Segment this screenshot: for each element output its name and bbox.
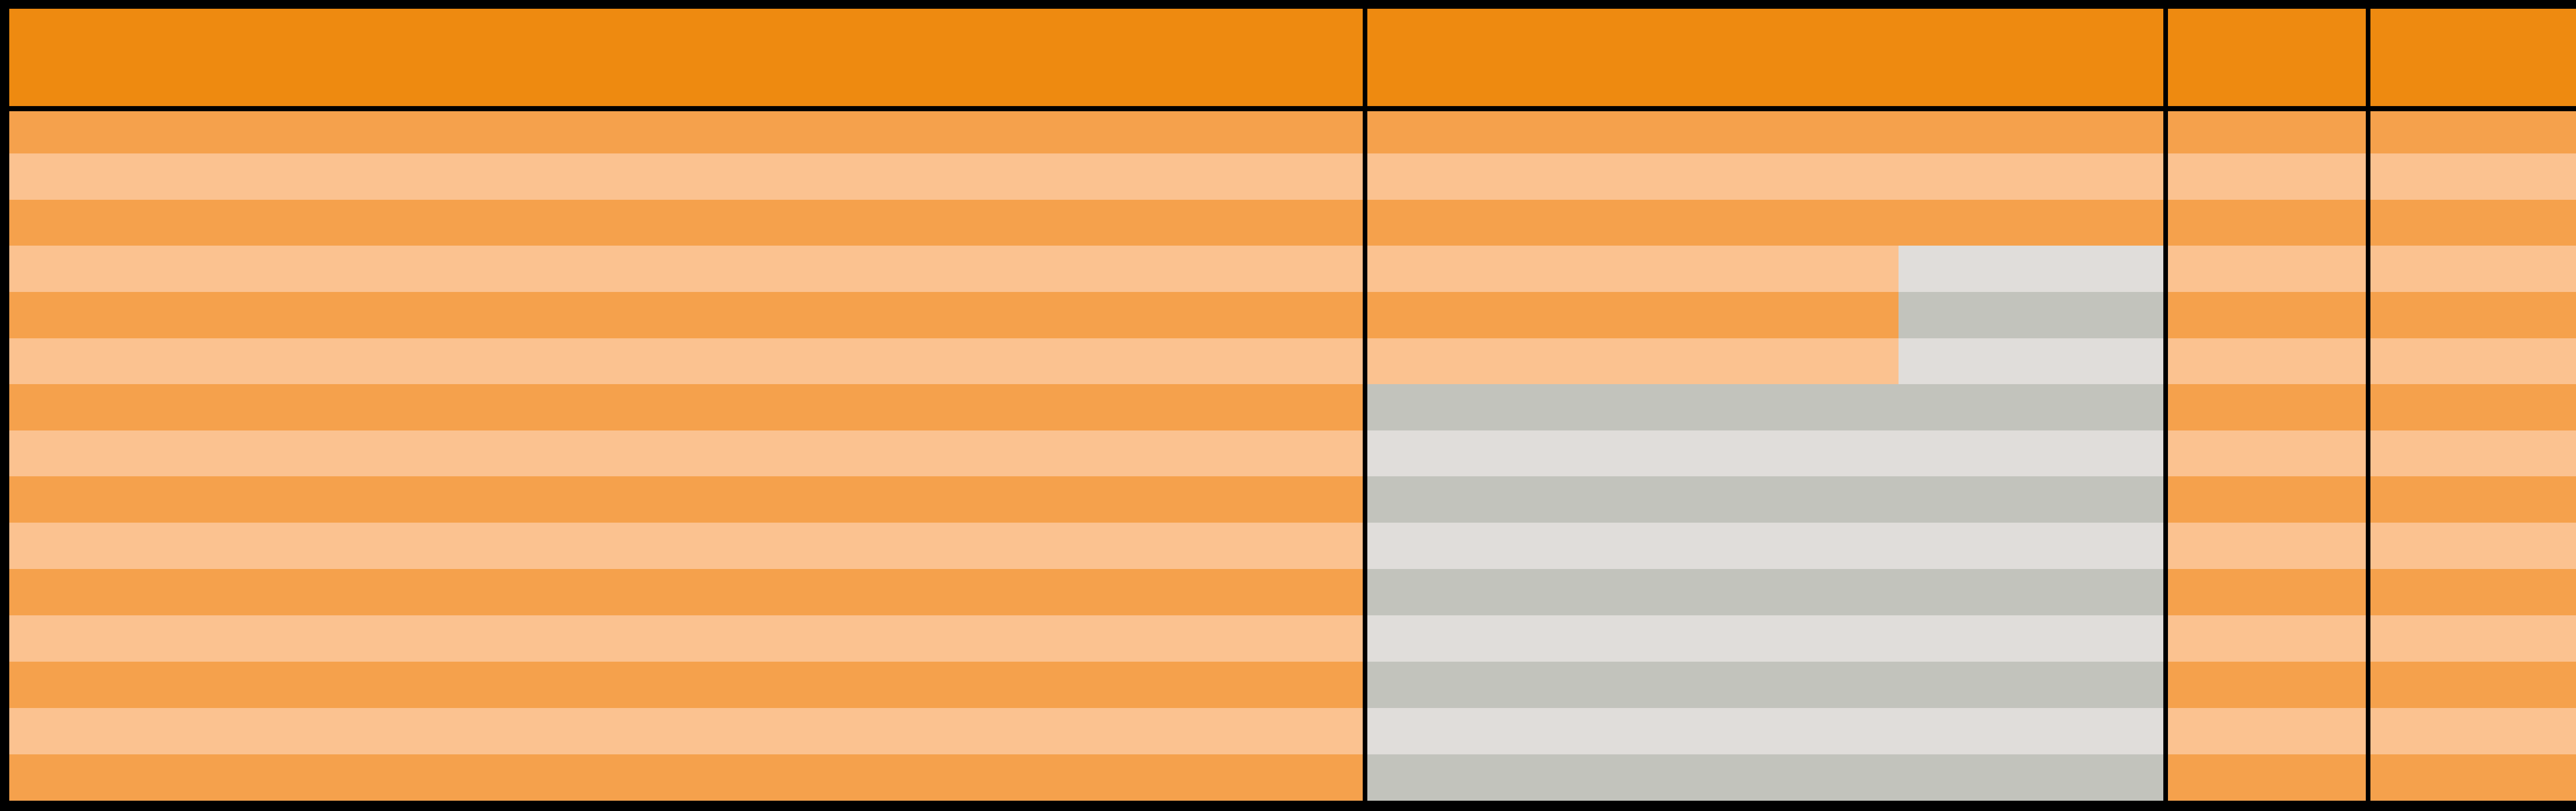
cell-group2-row2-orange <box>1367 153 2163 200</box>
cell-group3-row14-orange <box>2168 708 2366 754</box>
cell-group3-row10-orange <box>2168 523 2366 569</box>
cell-group4-row9-orange <box>2370 476 2576 523</box>
cell-group3-row1-orange <box>2168 111 2366 153</box>
cell-group2-row11-gray <box>1367 569 2163 615</box>
cell-group2-row7-gray <box>1367 384 2163 430</box>
cell-group1-row9-orange <box>9 476 1363 523</box>
cell-group3-row13-orange <box>2168 662 2366 708</box>
cell-group3-row5-orange <box>2168 292 2366 338</box>
cell-group3-row11-orange <box>2168 569 2366 615</box>
cell-group1-row8-orange <box>9 430 1363 476</box>
cell-group4-row1-orange <box>2370 111 2576 153</box>
cell-group4-row15-orange <box>2370 754 2576 801</box>
cell-group1-row5-orange <box>9 292 1363 338</box>
cell-group3-row8-orange <box>2168 430 2366 476</box>
cell-group2-row8-gray <box>1367 430 2163 476</box>
cell-group1-row10-orange <box>9 523 1363 569</box>
column-separator-1 <box>1363 9 1367 801</box>
cell-group2-row1-orange <box>1367 111 2163 153</box>
cell-group2-row13-gray <box>1367 662 2163 708</box>
header-cell-group2 <box>1367 9 2163 106</box>
cell-group2-row9-gray <box>1367 476 2163 523</box>
cell-group4-row13-orange <box>2370 662 2576 708</box>
cell-group4-row3-orange <box>2370 200 2576 246</box>
cell-group2-row4-orange <box>1367 246 1899 292</box>
cell-group4-row10-orange <box>2370 523 2576 569</box>
cell-group4-row12-orange <box>2370 615 2576 662</box>
cell-group1-row13-orange <box>9 662 1363 708</box>
cell-group4-row6-orange <box>2370 338 2576 384</box>
cell-group3-row6-orange <box>2168 338 2366 384</box>
header-cell-group3 <box>2168 9 2366 106</box>
header-cell-group1 <box>9 9 1363 106</box>
column-separator-2 <box>2163 9 2168 801</box>
column-separator-3 <box>2366 9 2370 801</box>
cell-group1-row3-orange <box>9 200 1363 246</box>
cell-group4-row2-orange <box>2370 153 2576 200</box>
cell-group4-row8-orange <box>2370 430 2576 476</box>
cell-group3-row7-orange <box>2168 384 2366 430</box>
cell-group2-row6-gray <box>1899 338 2163 384</box>
cell-group2-row14-gray <box>1367 708 2163 754</box>
cell-group4-row7-orange <box>2370 384 2576 430</box>
cell-group2-row6-orange <box>1367 338 1899 384</box>
cell-group2-row10-gray <box>1367 523 2163 569</box>
cell-group3-row15-orange <box>2168 754 2366 801</box>
cell-group2-row15-gray <box>1367 754 2163 801</box>
cell-group3-row4-orange <box>2168 246 2366 292</box>
cell-group4-row11-orange <box>2370 569 2576 615</box>
cell-group1-row11-orange <box>9 569 1363 615</box>
cell-group1-row7-orange <box>9 384 1363 430</box>
header-cell-group4 <box>2370 9 2576 106</box>
cell-group2-row5-orange <box>1367 292 1899 338</box>
cell-group1-row2-orange <box>9 153 1363 200</box>
cell-group3-row9-orange <box>2168 476 2366 523</box>
cell-group3-row3-orange <box>2168 200 2366 246</box>
cell-group1-row12-orange <box>9 615 1363 662</box>
cell-group2-row5-gray <box>1899 292 2163 338</box>
cell-group1-row6-orange <box>9 338 1363 384</box>
cell-group3-row12-orange <box>2168 615 2366 662</box>
header-divider <box>9 106 2576 111</box>
cell-group3-row2-orange <box>2168 153 2366 200</box>
cell-group2-row4-gray <box>1899 246 2163 292</box>
cell-group4-row14-orange <box>2370 708 2576 754</box>
cell-group2-row12-gray <box>1367 615 2163 662</box>
cell-group1-row4-orange <box>9 246 1363 292</box>
cell-group1-row15-orange <box>9 754 1363 801</box>
cell-group1-row14-orange <box>9 708 1363 754</box>
cell-group4-row4-orange <box>2370 246 2576 292</box>
cell-group4-row5-orange <box>2370 292 2576 338</box>
cell-group2-row3-orange <box>1367 200 2163 246</box>
cell-group1-row1-orange <box>9 111 1363 153</box>
